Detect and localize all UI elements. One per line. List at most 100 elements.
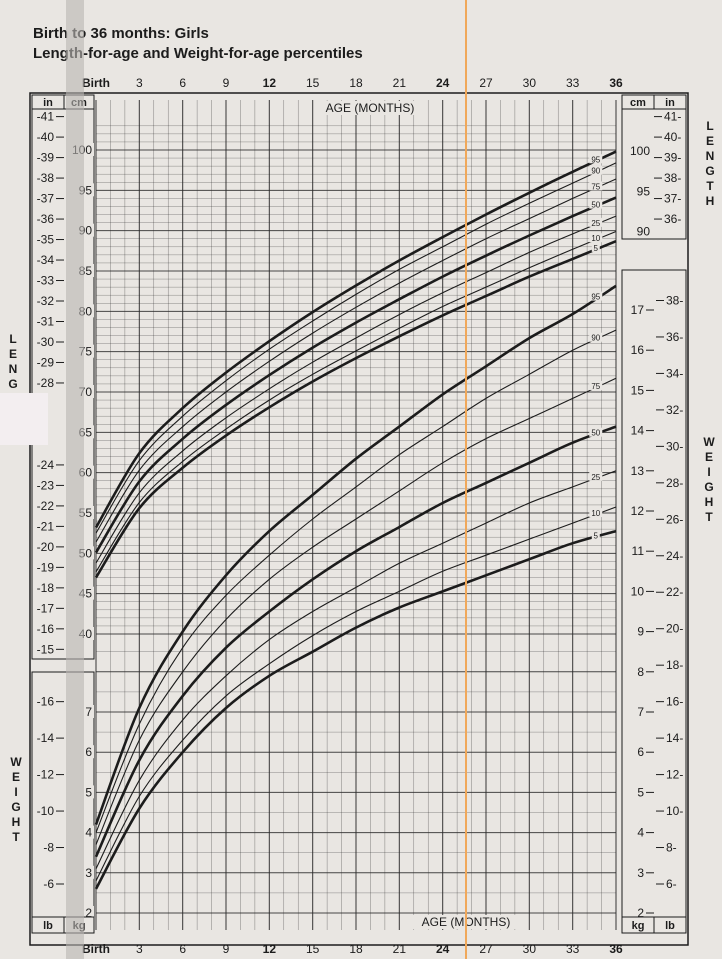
right-cm-tick: 95 — [637, 184, 651, 198]
percentile-label-bg — [589, 508, 603, 518]
right-lb-tick: 8- — [666, 841, 677, 855]
percentile-label-weight-25: 25 — [591, 473, 600, 482]
right-kg-tick: 14 — [631, 424, 645, 438]
right-kg-tick: 3 — [637, 866, 644, 880]
chart-subtitle: Length-for-age and Weight-for-age percen… — [33, 45, 363, 62]
right-lb-tick: 14- — [666, 731, 683, 745]
x-tick-bottom: 33 — [566, 942, 580, 956]
percentile-curve-weight-25 — [95, 470, 617, 870]
left-in-tick: -19 — [37, 560, 55, 574]
fold-band — [66, 0, 84, 959]
percentile-label-bg — [589, 154, 603, 164]
right-lb-tick: 32- — [666, 403, 683, 417]
x-tick-top: 33 — [566, 76, 580, 90]
right-length-label-letter: T — [706, 179, 714, 193]
x-tick-top: 27 — [479, 76, 493, 90]
right-lb-tick: 22- — [666, 585, 683, 599]
left-weight-label-letter: I — [14, 785, 17, 799]
x-tick-bottom: 18 — [349, 942, 363, 956]
x-tick-bottom: 15 — [306, 942, 320, 956]
right-lb-tick: 34- — [666, 366, 683, 380]
left-in-tick: -28 — [37, 376, 55, 390]
x-tick-top: 12 — [263, 76, 277, 90]
chart-frame — [29, 92, 689, 946]
percentile-curve-length-10 — [95, 230, 617, 573]
left-lb-tick: -6 — [43, 877, 54, 891]
percentile-label-bg — [591, 242, 600, 252]
left-lb-tick: -8 — [43, 841, 54, 855]
percentile-label-weight-90: 90 — [591, 334, 600, 343]
right-kg-tick: 2 — [637, 906, 644, 920]
left-in-tick: -23 — [37, 478, 55, 492]
left-lb-tick: -14 — [37, 731, 55, 745]
right-length-label-letter: N — [706, 149, 715, 163]
left-in-tick: -34 — [37, 253, 55, 267]
left-length-label-letter: N — [9, 362, 18, 376]
percentile-curve-weight-5 — [94, 529, 617, 890]
right-weight-label-letter: W — [703, 435, 715, 449]
right-in-tick: 38- — [664, 171, 681, 185]
right-cm-tick: 90 — [637, 225, 651, 239]
percentile-label-bg — [589, 199, 603, 209]
right-weight-label-letter: E — [705, 450, 713, 464]
x-tick-top: 9 — [223, 76, 230, 90]
left-in-tick: -33 — [37, 274, 55, 288]
right-length-label-letter: H — [706, 194, 715, 208]
left-length-label-letter: E — [9, 347, 17, 361]
x-tick-bottom: 12 — [263, 942, 277, 956]
percentile-label-length-10: 10 — [591, 234, 600, 243]
x-tick-bottom: 6 — [179, 942, 186, 956]
percentile-label-weight-75: 75 — [591, 382, 600, 391]
cm-unit-right: cm — [630, 97, 646, 109]
right-lb-tick: 6- — [666, 877, 677, 891]
right-lb-tick: 36- — [666, 330, 683, 344]
left-in-tick: -17 — [37, 601, 55, 615]
in-unit-box-right — [653, 94, 687, 110]
left-lb-tick: -16 — [37, 695, 55, 709]
percentile-curve-length-75 — [95, 178, 617, 543]
left-in-tick: -37 — [37, 192, 55, 206]
right-kg-tick: 11 — [632, 544, 645, 558]
right-weight-label-letter: T — [705, 510, 713, 524]
right-lb-tick: 24- — [666, 549, 683, 563]
lb-unit-box-right — [653, 916, 687, 934]
left-in-tick: -21 — [37, 519, 55, 533]
percentile-curve-weight-10 — [95, 506, 617, 882]
percentile-curve-length-25 — [95, 215, 617, 564]
percentile-curve-length-95 — [94, 150, 617, 529]
right-kg-tick: 8 — [637, 665, 644, 679]
right-length-label-letter: G — [705, 164, 714, 178]
percentile-label-length-5: 5 — [594, 244, 599, 253]
left-kg-tick: 6 — [85, 745, 92, 759]
percentile-curve-weight-90 — [95, 329, 617, 833]
right-lb-tick: 16- — [666, 695, 683, 709]
left-in-tick: -32 — [37, 294, 55, 308]
percentile-label-weight-50: 50 — [591, 429, 600, 438]
left-weight-label-letter: G — [11, 800, 20, 814]
right-weight-label-letter: G — [704, 480, 713, 494]
percentile-label-bg — [589, 380, 603, 390]
left-kg-tick: 3 — [85, 866, 92, 880]
x-tick-top: 36 — [609, 76, 623, 90]
x-tick-top: 3 — [136, 76, 143, 90]
percentile-curve-weight-95 — [94, 284, 617, 826]
right-kg-tick: 10 — [631, 584, 645, 598]
left-weight-label-letter: E — [12, 770, 20, 784]
left-in-tick: -16 — [37, 622, 55, 636]
axis-labels: BirthBirth336699121215151818212124242727… — [8, 76, 715, 956]
left-length-label-letter: L — [9, 332, 16, 346]
right-in-tick: 36- — [664, 212, 681, 226]
right-kg-tick: 16 — [631, 343, 645, 357]
x-tick-bottom: 30 — [523, 942, 537, 956]
percentile-label-bg — [591, 530, 600, 540]
percentile-label-weight-5: 5 — [594, 532, 599, 541]
right-in-tick: 39- — [664, 151, 681, 165]
percentile-label-length-25: 25 — [591, 219, 600, 228]
right-length-label-letter: E — [706, 134, 714, 148]
right-cm-tick: 100 — [630, 144, 650, 158]
percentile-curve-length-90 — [95, 162, 617, 534]
left-in-tick: -24 — [37, 458, 55, 472]
x-tick-top: 30 — [523, 76, 537, 90]
right-lb-tick: 20- — [666, 622, 683, 636]
right-kg-tick: 9 — [637, 625, 644, 639]
